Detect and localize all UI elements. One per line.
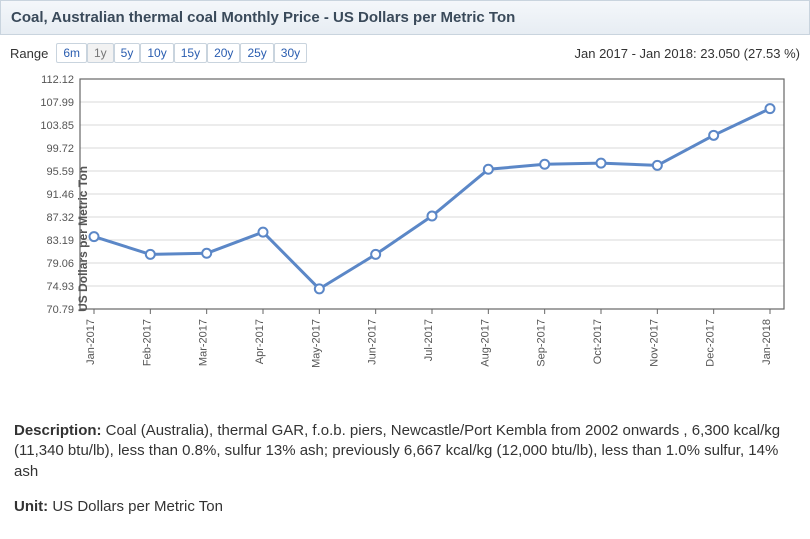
svg-text:Jun-2017: Jun-2017 — [367, 319, 379, 365]
unit-text: US Dollars per Metric Ton — [48, 498, 223, 515]
range-button-15y[interactable]: 15y — [174, 43, 207, 63]
svg-text:May-2017: May-2017 — [310, 319, 322, 368]
svg-text:Jan-2017: Jan-2017 — [85, 319, 97, 365]
svg-text:Dec-2017: Dec-2017 — [705, 319, 717, 367]
range-button-10y[interactable]: 10y — [140, 43, 173, 63]
svg-text:95.59: 95.59 — [46, 166, 74, 178]
svg-text:91.46: 91.46 — [46, 189, 74, 201]
range-summary: Jan 2017 - Jan 2018: 23.050 (27.53 %) — [575, 46, 801, 61]
svg-text:79.06: 79.06 — [46, 258, 74, 270]
line-chart: 70.79 74.93 79.06 83.19 87.32 91.46 95.59 99.72… — [10, 69, 800, 409]
range-button-30y[interactable]: 30y — [274, 43, 307, 63]
svg-text:Jan-2018: Jan-2018 — [761, 319, 773, 365]
chart-title: Coal, Australian thermal coal Monthly Pr… — [0, 0, 810, 35]
svg-text:70.79: 70.79 — [46, 304, 74, 316]
description: Description: Coal (Australia), thermal G… — [0, 417, 810, 486]
range-label: Range — [10, 46, 48, 61]
range-button-20y[interactable]: 20y — [207, 43, 240, 63]
svg-text:74.93: 74.93 — [46, 281, 74, 293]
svg-text:103.85: 103.85 — [40, 120, 74, 132]
svg-text:Aug-2017: Aug-2017 — [479, 319, 491, 367]
y-axis-title: US Dollars per Metric Ton — [76, 166, 90, 312]
unit-label: Unit: — [14, 498, 48, 515]
svg-text:Mar-2017: Mar-2017 — [198, 319, 210, 366]
range-group: Range 6m1y5y10y15y20y25y30y — [10, 43, 307, 63]
description-text: Coal (Australia), thermal GAR, f.o.b. pi… — [14, 422, 780, 480]
unit: Unit: US Dollars per Metric Ton — [0, 486, 810, 515]
svg-text:99.72: 99.72 — [46, 143, 74, 155]
controls-bar: Range 6m1y5y10y15y20y25y30y Jan 2017 - J… — [0, 35, 810, 69]
chart-area: US Dollars per Metric Ton 70.79 74.93 79.0… — [10, 69, 800, 409]
svg-text:Oct-2017: Oct-2017 — [592, 319, 604, 364]
range-button-5y[interactable]: 5y — [114, 43, 141, 63]
svg-text:107.99: 107.99 — [40, 97, 74, 109]
range-button-25y[interactable]: 25y — [240, 43, 273, 63]
range-button-6m[interactable]: 6m — [56, 43, 87, 63]
svg-text:Sep-2017: Sep-2017 — [536, 319, 548, 367]
svg-text:Feb-2017: Feb-2017 — [141, 319, 153, 366]
svg-text:Jul-2017: Jul-2017 — [423, 319, 435, 361]
svg-text:83.19: 83.19 — [46, 235, 74, 247]
svg-text:87.32: 87.32 — [46, 212, 74, 224]
svg-text:Nov-2017: Nov-2017 — [648, 319, 660, 367]
svg-text:112.12: 112.12 — [41, 74, 74, 86]
svg-text:Apr-2017: Apr-2017 — [254, 319, 266, 364]
range-button-1y[interactable]: 1y — [87, 43, 114, 63]
description-label: Description: — [14, 422, 102, 439]
